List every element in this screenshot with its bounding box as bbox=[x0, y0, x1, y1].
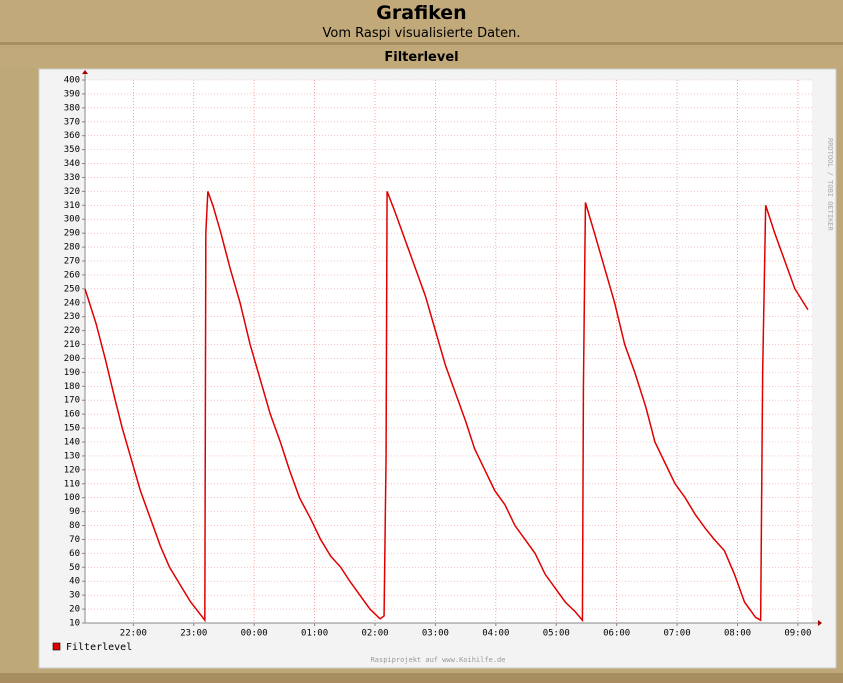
y-tick-label: 140 bbox=[64, 438, 80, 448]
chart: RRDTOOL / TOBI OETIKER Raspiprojekt auf … bbox=[38, 68, 837, 669]
y-tick-label: 100 bbox=[64, 493, 80, 503]
y-tick-label: 60 bbox=[69, 549, 80, 559]
y-tick-label: 350 bbox=[64, 145, 80, 155]
y-tick-label: 400 bbox=[64, 76, 80, 86]
x-tick-label: 00:00 bbox=[241, 629, 268, 639]
footer-text: Raspiprojekt auf www.Koihilfe.de bbox=[371, 656, 506, 664]
page-title: Grafiken bbox=[376, 2, 467, 24]
x-tick-label: 07:00 bbox=[664, 629, 691, 639]
y-tick-label: 50 bbox=[69, 563, 80, 573]
y-tick-label: 230 bbox=[64, 312, 80, 322]
legend-label: Filterlevel bbox=[66, 642, 132, 653]
data-line bbox=[84, 191, 809, 623]
x-tick-label: 02:00 bbox=[361, 629, 388, 639]
y-tick-label: 40 bbox=[69, 577, 80, 587]
x-tick-label: 23:00 bbox=[180, 629, 207, 639]
y-tick-label: 200 bbox=[64, 354, 80, 364]
header: Grafiken Vom Raspi visualisierte Daten. bbox=[0, 0, 843, 45]
y-tick-label: 300 bbox=[64, 215, 80, 225]
y-tick-label: 30 bbox=[69, 591, 80, 601]
y-tick-label: 10 bbox=[69, 619, 80, 629]
x-tick-label: 08:00 bbox=[724, 629, 751, 639]
y-tick-label: 180 bbox=[64, 382, 80, 392]
y-tick-label: 220 bbox=[64, 326, 80, 336]
x-tick-label: 22:00 bbox=[120, 629, 147, 639]
y-tick-label: 390 bbox=[64, 89, 80, 99]
y-tick-label: 370 bbox=[64, 117, 80, 127]
y-tick-label: 270 bbox=[64, 257, 80, 267]
chart-title: Filterlevel bbox=[0, 48, 843, 68]
y-tick-label: 290 bbox=[64, 229, 80, 239]
y-tick-label: 110 bbox=[64, 479, 80, 489]
y-tick-label: 250 bbox=[64, 284, 80, 294]
x-tick-label: 03:00 bbox=[422, 629, 449, 639]
y-tick-label: 280 bbox=[64, 243, 80, 253]
y-tick-label: 340 bbox=[64, 159, 80, 169]
x-tick-label: 01:00 bbox=[301, 629, 328, 639]
y-tick-label: 310 bbox=[64, 201, 80, 211]
y-tick-label: 130 bbox=[64, 451, 80, 461]
y-tick-label: 360 bbox=[64, 131, 80, 141]
y-tick-label: 210 bbox=[64, 340, 80, 350]
footer-bar bbox=[0, 673, 843, 683]
y-tick-label: 330 bbox=[64, 173, 80, 183]
y-tick-label: 380 bbox=[64, 103, 80, 113]
y-tick-label: 240 bbox=[64, 298, 80, 308]
y-tick-label: 170 bbox=[64, 396, 80, 406]
x-tick-label: 04:00 bbox=[482, 629, 509, 639]
y-tick-label: 80 bbox=[69, 521, 80, 531]
y-tick-label: 150 bbox=[64, 424, 80, 434]
y-tick-label: 20 bbox=[69, 605, 80, 615]
legend-swatch bbox=[52, 642, 61, 651]
y-axis-arrow bbox=[82, 70, 88, 74]
y-tick-label: 70 bbox=[69, 535, 80, 545]
page-subtitle: Vom Raspi visualisierte Daten. bbox=[322, 26, 521, 41]
y-tick-label: 160 bbox=[64, 410, 80, 420]
y-tick-label: 260 bbox=[64, 270, 80, 280]
x-tick-label: 05:00 bbox=[543, 629, 570, 639]
side-label: RRDTOOL / TOBI OETIKER bbox=[826, 138, 834, 232]
x-tick-label: 06:00 bbox=[603, 629, 630, 639]
x-axis-arrow bbox=[818, 620, 822, 626]
y-tick-label: 120 bbox=[64, 465, 80, 475]
y-tick-label: 320 bbox=[64, 187, 80, 197]
y-tick-label: 190 bbox=[64, 368, 80, 378]
x-tick-label: 09:00 bbox=[784, 629, 811, 639]
y-tick-label: 90 bbox=[69, 507, 80, 517]
